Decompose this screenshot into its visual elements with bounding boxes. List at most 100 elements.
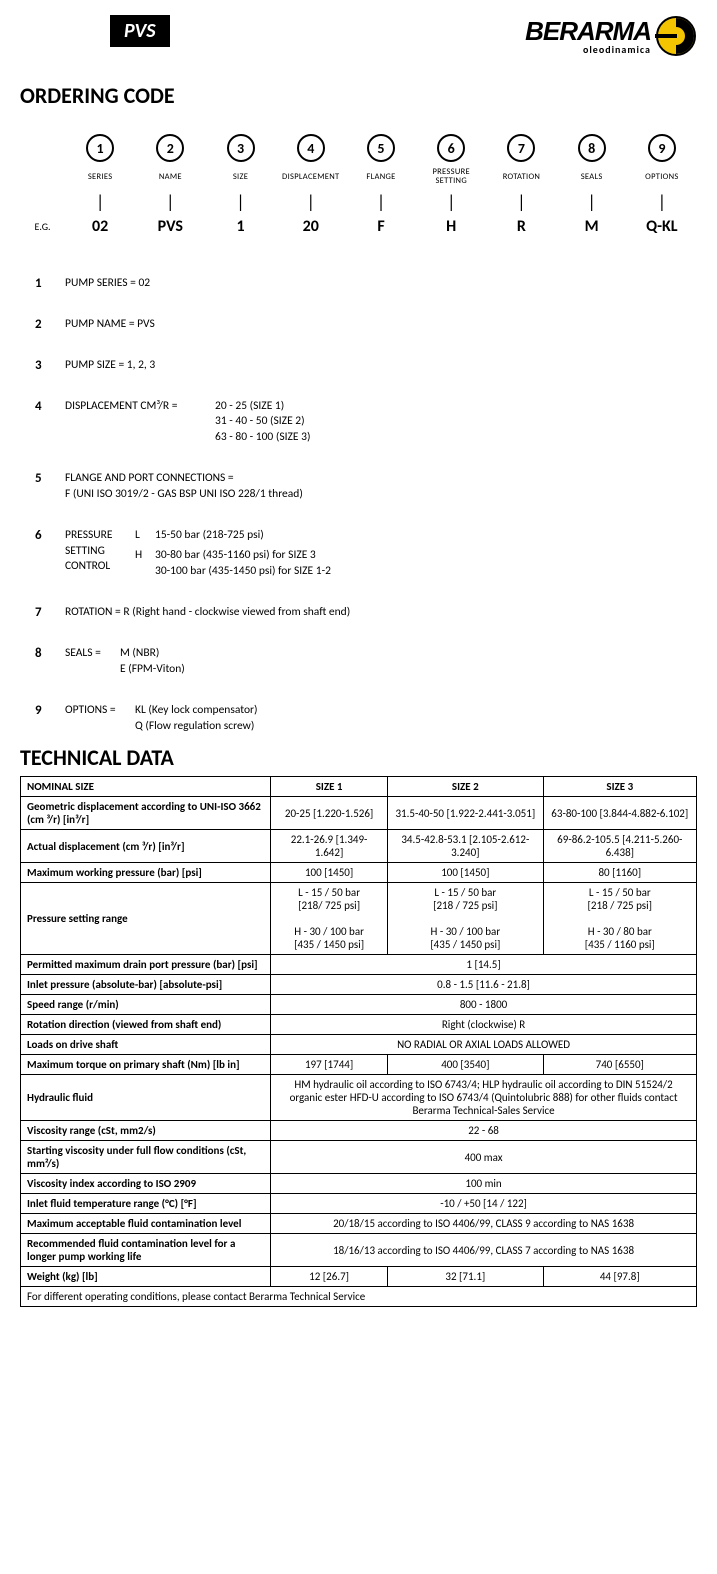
- example-value: 1: [205, 217, 275, 236]
- technical-data-heading: TECHNICAL DATA: [20, 744, 697, 771]
- col-label: SEALS: [557, 173, 627, 182]
- cell: L - 15 / 50 bar [218/ 725 psi] H - 30 / …: [271, 883, 388, 955]
- header: PVS BERARMA oleodinamica: [20, 15, 697, 57]
- cell: 740 [6550]: [543, 1055, 696, 1075]
- table-row: Maximum acceptable fluid contamination l…: [21, 1214, 697, 1234]
- def-5-line: FLANGE AND PORT CONNECTIONS =: [65, 471, 697, 487]
- table-row: Geometric displacement according to UNI-…: [21, 797, 697, 830]
- row-label: Permitted maximum drain port pressure (b…: [21, 955, 271, 975]
- definitions: 1PUMP SERIES = 02 2PUMP NAME = PVS 3PUMP…: [35, 276, 697, 735]
- row-label: Loads on drive shaft: [21, 1035, 271, 1055]
- col-label: ROTATION: [486, 173, 556, 182]
- table-row: Hydraulic fluidHM hydraulic oil accordin…: [21, 1075, 697, 1121]
- example-value: F: [346, 217, 416, 236]
- th: SIZE 2: [388, 777, 543, 797]
- col-num-6: 6: [437, 134, 465, 162]
- connector: |: [627, 191, 697, 213]
- table-header-row: NOMINAL SIZE SIZE 1 SIZE 2 SIZE 3: [21, 777, 697, 797]
- def-6-prefix: PRESSURE: [65, 528, 135, 544]
- def-6-val: 30-100 bar (435-1450 psi) for SIZE 1-2: [155, 564, 331, 580]
- example-value: PVS: [135, 217, 205, 236]
- cell: 0.8 - 1.5 [11.6 - 21.8]: [271, 975, 697, 995]
- def-num: 8: [35, 646, 65, 661]
- table-row: Pressure setting rangeL - 15 / 50 bar [2…: [21, 883, 697, 955]
- connector: |: [276, 191, 346, 213]
- connector: |: [346, 191, 416, 213]
- table-row: Inlet pressure (absolute-bar) [absolute-…: [21, 975, 697, 995]
- def-6-val: 15-50 bar (218-725 psi): [155, 528, 264, 542]
- row-label: Maximum acceptable fluid contamination l…: [21, 1214, 271, 1234]
- row-label: Recommended fluid contamination level fo…: [21, 1234, 271, 1267]
- col-num-2: 2: [156, 134, 184, 162]
- th: SIZE 1: [271, 777, 388, 797]
- th: NOMINAL SIZE: [21, 777, 271, 797]
- def-9-prefix: OPTIONS =: [65, 703, 135, 734]
- col-num-5: 5: [367, 134, 395, 162]
- def-num: 9: [35, 703, 65, 718]
- row-label: Geometric displacement according to UNI-…: [21, 797, 271, 830]
- cell: -10 / +50 [14 / 122]: [271, 1194, 697, 1214]
- def-num: 5: [35, 471, 65, 486]
- cell: 400 max: [271, 1141, 697, 1174]
- example-label: E.G.: [20, 220, 65, 233]
- table-row: Inlet fluid temperature range (°C) [°F]-…: [21, 1194, 697, 1214]
- ordering-code-heading: ORDERING CODE: [20, 82, 697, 109]
- table-row: Loads on drive shaftNO RADIAL OR AXIAL L…: [21, 1035, 697, 1055]
- table-row: Weight (kg) [lb]12 [26.7]32 [71.1]44 [97…: [21, 1267, 697, 1287]
- def-5-line: F (UNI ISO 3019/2 - GAS BSP UNI ISO 228/…: [65, 487, 697, 503]
- def-6-val: 30-80 bar (435-1160 psi) for SIZE 3: [155, 548, 331, 564]
- cell: 80 [1160]: [543, 863, 696, 883]
- def-9-line: Q (Flow regulation screw): [135, 719, 258, 735]
- col-label: SERIES: [65, 173, 135, 182]
- def-4-line: 31 - 40 - 50 (SIZE 2): [215, 414, 310, 430]
- cell: 100 [1450]: [388, 863, 543, 883]
- table-row: Speed range (r/min)800 - 1800: [21, 995, 697, 1015]
- col-num-3: 3: [227, 134, 255, 162]
- cell: 34.5-42.8-53.1 [2.105-2.612-3.240]: [388, 830, 543, 863]
- cell: 20-25 [1.220-1.526]: [271, 797, 388, 830]
- def-6-key: H: [135, 548, 155, 562]
- table-row: Actual displacement (cm ³/r) [in³/r]22.1…: [21, 830, 697, 863]
- cell: 69-86.2-105.5 [4.211-5.260-6.438]: [543, 830, 696, 863]
- table-row: Viscosity range (cSt, mm2/s)22 - 68: [21, 1121, 697, 1141]
- cell: 22.1-26.9 [1.349-1.642]: [271, 830, 388, 863]
- cell: Right (clockwise) R: [271, 1015, 697, 1035]
- footnote: For different operating conditions, plea…: [21, 1287, 697, 1307]
- col-num-1: 1: [86, 134, 114, 162]
- row-label: Rotation direction (viewed from shaft en…: [21, 1015, 271, 1035]
- def-8-line: M (NBR): [120, 646, 185, 662]
- col-num-8: 8: [578, 134, 606, 162]
- def-6-prefix: SETTING: [65, 544, 135, 560]
- col-num-4: 4: [297, 134, 325, 162]
- technical-data-table: NOMINAL SIZE SIZE 1 SIZE 2 SIZE 3 Geomet…: [20, 776, 697, 1307]
- def-8-prefix: SEALS =: [65, 646, 120, 677]
- table-row: Viscosity index according to ISO 2909100…: [21, 1174, 697, 1194]
- connector: |: [416, 191, 486, 213]
- table-row: Permitted maximum drain port pressure (b…: [21, 955, 697, 975]
- cell: 18/16/13 according to ISO 4406/99, CLASS…: [271, 1234, 697, 1267]
- row-label: Maximum torque on primary shaft (Nm) [lb…: [21, 1055, 271, 1075]
- connector: |: [135, 191, 205, 213]
- def-8-line: E (FPM-Viton): [120, 662, 185, 678]
- def-num: 2: [35, 317, 65, 332]
- row-label: Inlet pressure (absolute-bar) [absolute-…: [21, 975, 271, 995]
- example-value: M: [557, 217, 627, 236]
- col-label: FLANGE: [346, 173, 416, 182]
- col-label: SIZE: [205, 173, 275, 182]
- table-row: Rotation direction (viewed from shaft en…: [21, 1015, 697, 1035]
- row-label: Inlet fluid temperature range (°C) [°F]: [21, 1194, 271, 1214]
- example-value: 02: [65, 217, 135, 236]
- def-7: ROTATION = R (Right hand - clockwise vie…: [65, 605, 697, 619]
- col-label: DISPLACEMENT: [276, 173, 346, 182]
- th: SIZE 3: [543, 777, 696, 797]
- cell: NO RADIAL OR AXIAL LOADS ALLOWED: [271, 1035, 697, 1055]
- row-label: Pressure setting range: [21, 883, 271, 955]
- table-row: Recommended fluid contamination level fo…: [21, 1234, 697, 1267]
- connector: |: [65, 191, 135, 213]
- table-row: Maximum torque on primary shaft (Nm) [lb…: [21, 1055, 697, 1075]
- company-logo: BERARMA oleodinamica: [525, 15, 697, 57]
- col-label: NAME: [135, 173, 205, 182]
- def-3: PUMP SIZE = 1, 2, 3: [65, 358, 697, 372]
- cell: 31.5-40-50 [1.922-2.441-3.051]: [388, 797, 543, 830]
- def-2: PUMP NAME = PVS: [65, 317, 697, 331]
